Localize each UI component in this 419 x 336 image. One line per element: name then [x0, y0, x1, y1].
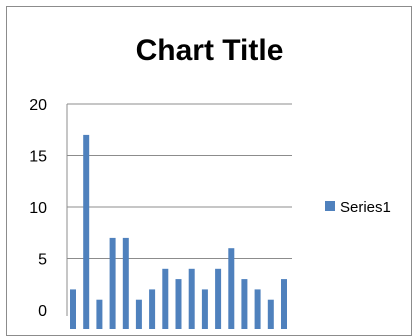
bars [70, 134, 287, 329]
bar [149, 289, 156, 329]
bar [241, 279, 248, 329]
y-tick-label: 10 [29, 200, 47, 217]
bar [281, 279, 287, 329]
chart-title: Chart Title [135, 34, 284, 67]
legend-swatch [325, 201, 335, 211]
bar-chart: 0 5 10 15 20 Series1 [29, 97, 391, 329]
legend: Series1 [325, 199, 391, 216]
bar [83, 134, 90, 329]
y-tick-label: 20 [29, 97, 47, 114]
bar [70, 289, 76, 329]
bar [254, 289, 261, 329]
bar [215, 268, 222, 329]
bar [96, 299, 103, 329]
y-tick-label: 5 [38, 252, 47, 269]
bar [135, 299, 142, 329]
bar [175, 279, 182, 329]
chart-frame [6, 6, 412, 336]
legend-label: Series1 [340, 199, 391, 216]
bar [109, 237, 116, 329]
bar [201, 289, 208, 329]
bar [188, 268, 195, 329]
y-axis-labels: 0 5 10 15 20 [29, 97, 47, 320]
y-tick-label: 0 [38, 303, 47, 320]
bar [267, 299, 274, 329]
gridlines [66, 103, 292, 316]
bar [122, 237, 129, 329]
bar [162, 268, 169, 329]
bar [228, 248, 235, 329]
y-tick-label: 15 [29, 149, 47, 166]
